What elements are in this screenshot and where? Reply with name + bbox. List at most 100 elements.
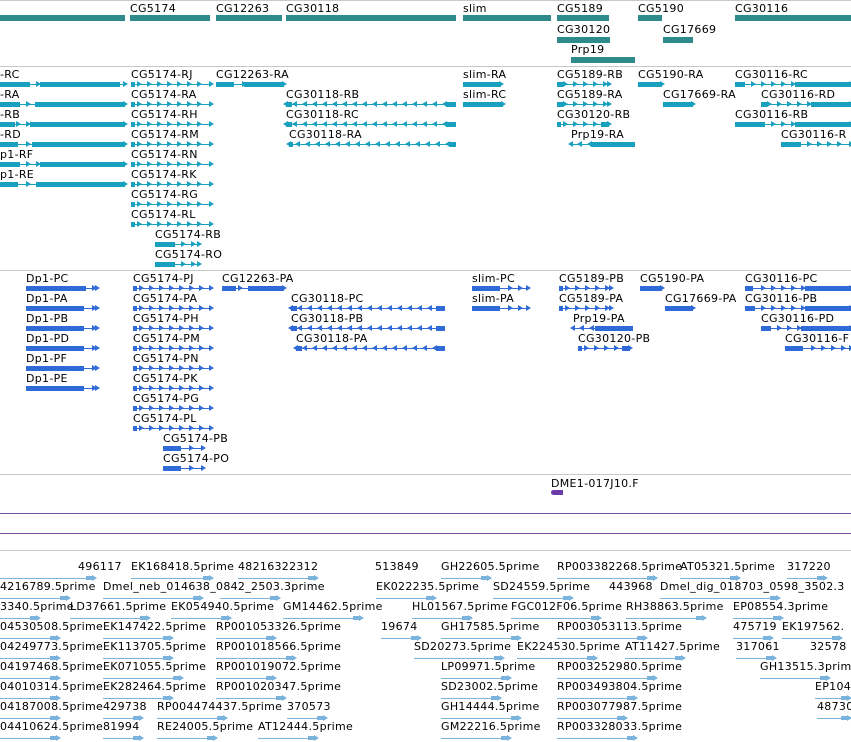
transcript-glyph[interactable] <box>557 121 612 128</box>
transcript-label[interactable]: CG5174-RG <box>131 188 199 201</box>
cdna-read-glyph[interactable] <box>441 575 492 581</box>
transcript-label[interactable]: CG5189-PB <box>559 272 625 285</box>
transcript-glyph[interactable] <box>131 141 214 148</box>
transcript-label[interactable]: slim-PA <box>472 292 515 305</box>
transcript-label[interactable]: Prp19-RA <box>571 128 625 141</box>
transcript-glyph[interactable] <box>26 305 100 312</box>
cdna-read-label[interactable]: EK197562. <box>782 620 845 633</box>
cdna-read-label[interactable]: 04010314.5prime <box>0 680 104 693</box>
cdna-read-glyph[interactable] <box>258 735 319 741</box>
cdna-read-label[interactable]: 48730 <box>817 700 851 713</box>
cdna-read-glyph[interactable] <box>441 695 502 701</box>
transcript-label[interactable]: CG5174-PL <box>133 412 197 425</box>
cdna-read-label[interactable]: Dmel_neb_014638_0842_2503.3prime <box>103 580 325 593</box>
cdna-read-glyph[interactable] <box>0 695 61 701</box>
transcript-glyph[interactable] <box>131 221 214 228</box>
transcript-glyph[interactable] <box>0 141 128 148</box>
transcript-label[interactable]: CG5189-PA <box>559 292 624 305</box>
cdna-read-label[interactable]: HL01567.5prime <box>412 600 509 613</box>
cdna-read-label[interactable]: FGC012F06.5prime <box>511 600 623 613</box>
cdna-read-label[interactable]: GM22216.5prime <box>441 720 541 733</box>
cdna-read-label[interactable]: AT11427.5prime <box>625 640 721 653</box>
transcript-glyph[interactable] <box>131 201 214 208</box>
gene-model-bar[interactable] <box>463 15 551 21</box>
transcript-glyph[interactable] <box>785 345 851 352</box>
transcript-label[interactable]: CG5174-RN <box>131 148 198 161</box>
transcript-label[interactable]: CG5174-PK <box>133 372 198 385</box>
gene-label[interactable]: CG30116 <box>735 2 789 15</box>
gene-label[interactable]: slim <box>463 2 487 15</box>
cdna-read-glyph[interactable] <box>815 695 851 701</box>
cdna-read-glyph[interactable] <box>216 675 277 681</box>
transcript-label[interactable]: CG5174-PO <box>163 452 230 465</box>
cdna-read-glyph[interactable] <box>0 715 61 721</box>
transcript-glyph[interactable] <box>665 305 696 312</box>
transcript-glyph[interactable] <box>133 385 214 392</box>
cdna-read-label[interactable]: 19674 <box>381 620 418 633</box>
transcript-glyph[interactable] <box>472 285 531 292</box>
transcript-label[interactable]: Dp1-PB <box>26 312 69 325</box>
transcript-label[interactable]: CG30120-RB <box>557 108 631 121</box>
cdna-read-label[interactable]: EK054940.5prime <box>171 600 275 613</box>
transcript-label[interactable]: CG5174-PN <box>133 352 199 365</box>
transcript-glyph[interactable] <box>155 261 202 268</box>
cdna-read-glyph[interactable] <box>103 695 174 701</box>
gene-model-bar[interactable] <box>571 57 635 63</box>
transcript-label[interactable]: p1-RE <box>0 168 35 181</box>
cdna-read-glyph[interactable] <box>103 635 174 641</box>
transcript-glyph[interactable] <box>283 121 456 128</box>
transcript-glyph[interactable] <box>133 285 214 292</box>
cdna-read-label[interactable]: RH38863.5prime <box>626 600 724 613</box>
cdna-read-label[interactable]: RP003077987.5prime <box>557 700 683 713</box>
cdna-read-label[interactable]: 04530508.5prime <box>0 620 104 633</box>
cdna-read-glyph[interactable] <box>216 695 287 701</box>
transcript-glyph[interactable] <box>557 81 612 88</box>
transcript-label[interactable]: -RC <box>0 68 20 81</box>
cdna-read-label[interactable]: 496117 <box>78 560 122 573</box>
transcript-glyph[interactable] <box>559 305 614 312</box>
cdna-read-label[interactable]: EK022235.5prime <box>376 580 480 593</box>
transcript-glyph[interactable] <box>222 285 287 292</box>
transcript-label[interactable]: -RB <box>0 108 21 121</box>
transcript-label[interactable]: CG30116-R <box>781 128 847 141</box>
cdna-read-label[interactable]: 513849 <box>375 560 419 573</box>
cdna-read-glyph[interactable] <box>626 615 707 621</box>
transcript-glyph[interactable] <box>640 285 665 292</box>
cdna-read-glyph[interactable] <box>511 615 602 621</box>
transcript-label[interactable]: Dp1-PD <box>26 332 70 345</box>
cdna-read-label[interactable]: SD24559.5prime <box>493 580 591 593</box>
transcript-glyph[interactable] <box>663 101 696 108</box>
transcript-glyph[interactable] <box>131 81 214 88</box>
gene-model-bar[interactable] <box>286 15 456 21</box>
cdna-read-label[interactable]: EP104 <box>815 680 851 693</box>
cdna-read-label[interactable]: 429738 <box>103 700 147 713</box>
cdna-read-glyph[interactable] <box>287 715 328 721</box>
cdna-read-glyph[interactable] <box>557 575 658 581</box>
cdna-read-label[interactable]: 317220 <box>787 560 831 573</box>
transcript-label[interactable]: slim-RA <box>463 68 507 81</box>
transcript-label[interactable]: CG30120-PB <box>578 332 651 345</box>
cdna-read-label[interactable]: EK168418.5prime <box>131 560 235 573</box>
transcript-label[interactable]: CG5174-RB <box>155 228 222 241</box>
cdna-read-glyph[interactable] <box>441 635 522 641</box>
transcript-label[interactable]: CG5174-PA <box>133 292 198 305</box>
cdna-read-label[interactable]: EK282464.5prime <box>103 680 207 693</box>
transcript-label[interactable]: CG30116-RD <box>761 88 836 101</box>
transcript-glyph[interactable] <box>133 345 214 352</box>
transcript-label[interactable]: CG5174-RL <box>131 208 196 221</box>
transcript-label[interactable]: CG30116-PD <box>761 312 835 325</box>
transcript-glyph[interactable] <box>0 181 128 188</box>
transcript-glyph[interactable] <box>131 121 214 128</box>
transcript-glyph[interactable] <box>557 101 612 108</box>
transcript-glyph[interactable] <box>745 285 851 292</box>
transcript-label[interactable]: CG12263-PA <box>222 272 294 285</box>
cdna-read-label[interactable]: 443968 <box>609 580 653 593</box>
cdna-read-glyph[interactable] <box>557 635 648 641</box>
transcript-label[interactable]: CG5174-PG <box>133 392 200 405</box>
est-marker[interactable] <box>551 490 563 495</box>
cdna-read-glyph[interactable] <box>412 615 473 621</box>
cdna-read-glyph[interactable] <box>493 595 574 601</box>
transcript-label[interactable]: CG30116-RB <box>735 108 809 121</box>
cdna-read-label[interactable]: EK071055.5prime <box>103 660 207 673</box>
cdna-read-glyph[interactable] <box>0 635 61 641</box>
